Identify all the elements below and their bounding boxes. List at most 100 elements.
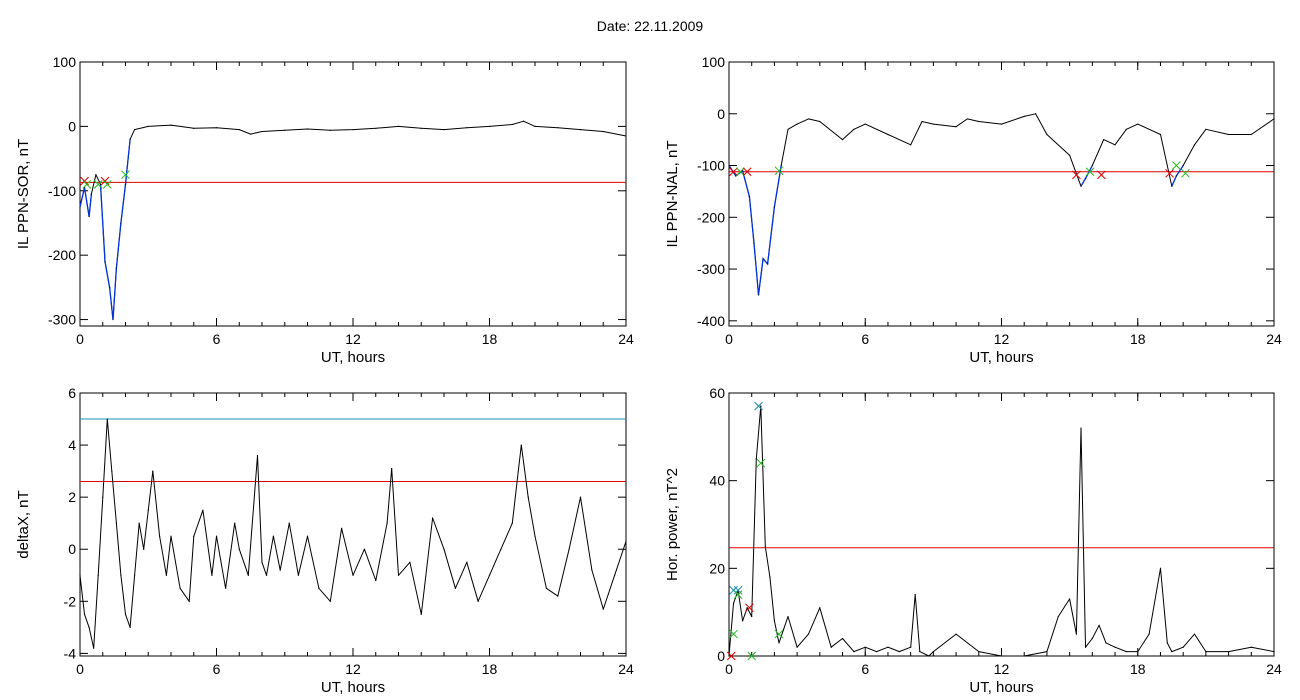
data-point xyxy=(500,548,502,550)
data-point xyxy=(787,615,789,618)
data-point xyxy=(329,129,331,131)
y-tick-label: 2 xyxy=(68,489,76,505)
data-point xyxy=(329,600,331,602)
data-point xyxy=(375,579,377,582)
data-point xyxy=(115,522,117,524)
data-point xyxy=(1000,655,1003,657)
data-point xyxy=(1080,427,1082,429)
y-tick-label: -400 xyxy=(697,313,725,329)
data-point xyxy=(557,127,559,129)
x-tick-label: 24 xyxy=(618,661,634,677)
y-tick-label: 40 xyxy=(709,473,725,489)
data-point xyxy=(1069,154,1071,156)
data-point xyxy=(352,129,354,131)
data-point xyxy=(1103,139,1105,141)
data-point xyxy=(928,655,930,657)
x-tick-label: 6 xyxy=(861,661,869,677)
data-point xyxy=(1250,133,1252,136)
data-point xyxy=(748,195,751,198)
event-marker xyxy=(733,590,743,599)
y-tick-label: 100 xyxy=(53,54,77,70)
data-point xyxy=(99,183,102,185)
y-tick-label: -200 xyxy=(48,247,76,263)
data-point xyxy=(735,175,737,177)
y-axis-label: Hor. power, nT^2 xyxy=(664,468,681,581)
chart-panel-2: 0 6 12 18 24 100 0 -100 -200 -300 -400 UT, hours IL … xyxy=(664,54,1282,366)
data-point xyxy=(545,587,547,589)
data-point xyxy=(1091,637,1093,640)
y-axis-label: IL PPN-SOR, nT xyxy=(15,139,32,249)
x-tick-label: 18 xyxy=(1130,661,1146,677)
y-tick-label: -200 xyxy=(697,209,725,225)
data-point xyxy=(420,613,422,615)
data-point xyxy=(773,620,776,622)
data-point xyxy=(910,646,912,648)
y-tick-label: -4 xyxy=(64,645,77,661)
y-tick-label: -300 xyxy=(697,261,725,277)
data-point xyxy=(108,286,111,288)
data-point xyxy=(134,574,136,576)
y-tick-label: 0 xyxy=(68,118,76,134)
data-point xyxy=(751,615,753,618)
event-marker xyxy=(726,651,736,661)
event-marker xyxy=(1172,161,1181,170)
data-point xyxy=(93,647,95,649)
data-point xyxy=(1171,185,1173,187)
series-line xyxy=(728,405,1275,657)
data-point xyxy=(397,125,400,127)
data-point xyxy=(769,576,771,578)
data-point xyxy=(97,574,99,576)
data-point xyxy=(853,128,855,130)
data-point xyxy=(1227,133,1230,136)
event-marker xyxy=(733,585,743,595)
event-marker xyxy=(745,603,754,613)
data-point xyxy=(1159,567,1162,569)
data-point xyxy=(579,129,582,131)
data-point xyxy=(841,637,844,640)
event-marker xyxy=(1181,168,1190,178)
data-point xyxy=(511,522,513,524)
data-point xyxy=(534,125,536,127)
data-point xyxy=(95,174,97,176)
x-axis-label: UT, hours xyxy=(321,679,385,696)
y-tick-label: 4 xyxy=(68,437,76,453)
data-point xyxy=(614,574,616,576)
data-point xyxy=(978,651,980,653)
data-point xyxy=(921,120,923,123)
data-point xyxy=(1125,651,1127,653)
data-point xyxy=(511,123,513,126)
data-point xyxy=(391,467,393,470)
data-point xyxy=(477,600,479,602)
y-tick-label: -300 xyxy=(48,312,76,328)
data-point xyxy=(1114,144,1116,146)
data-point xyxy=(129,626,131,628)
data-point xyxy=(88,215,90,218)
event-marker xyxy=(1165,168,1174,178)
data-point xyxy=(557,595,559,597)
data-point xyxy=(955,126,957,128)
data-point xyxy=(732,602,735,605)
data-point xyxy=(79,574,81,576)
data-point xyxy=(238,129,240,131)
data-point xyxy=(1205,651,1207,653)
data-point xyxy=(284,129,286,131)
event-marker xyxy=(774,166,784,176)
series-line xyxy=(79,120,627,321)
data-point xyxy=(261,130,263,133)
data-point xyxy=(288,522,290,524)
data-point xyxy=(1193,144,1196,146)
data-point xyxy=(279,569,281,571)
event-marker xyxy=(774,629,784,639)
data-point xyxy=(170,124,172,126)
data-point xyxy=(341,527,343,530)
x-tick-label: 12 xyxy=(994,331,1010,347)
y-axis-label: IL PPN-NAL, nT xyxy=(664,141,681,248)
data-point xyxy=(1148,633,1150,635)
x-axis-label: UT, hours xyxy=(969,349,1033,366)
data-point xyxy=(767,263,769,265)
data-point xyxy=(568,548,570,550)
y-tick-label: -100 xyxy=(48,183,76,199)
data-point xyxy=(83,613,86,615)
x-tick-label: 18 xyxy=(482,661,498,677)
data-point xyxy=(1034,113,1037,115)
